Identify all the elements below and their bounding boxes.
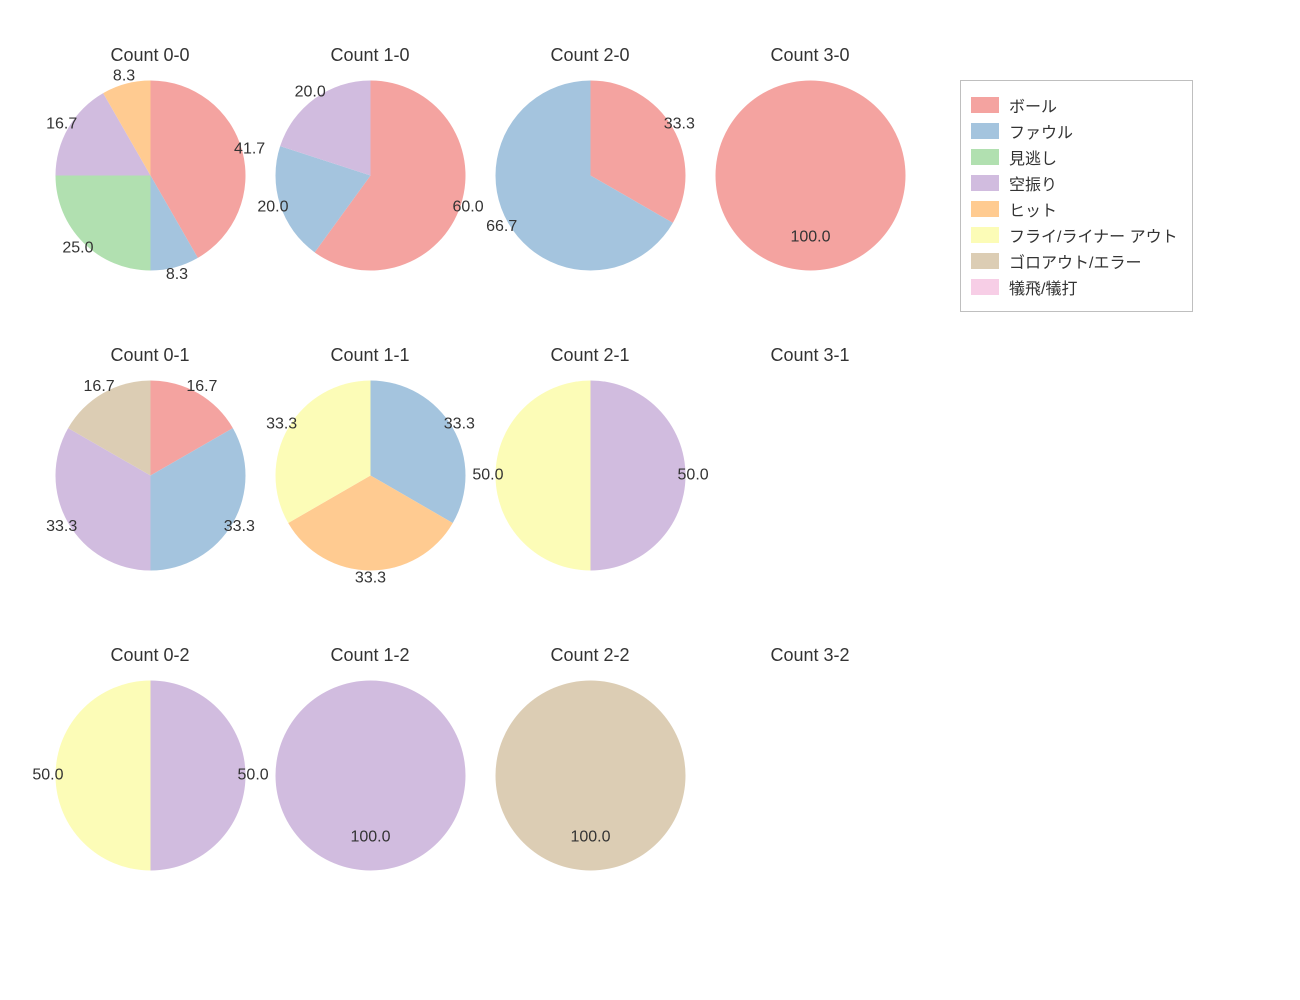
legend-label: フライ/ライナー アウト bbox=[1009, 223, 1178, 247]
legend-item: フライ/ライナー アウト bbox=[971, 223, 1178, 247]
slice-label: 8.3 bbox=[112, 67, 134, 84]
legend-label: ヒット bbox=[1009, 197, 1057, 221]
slice-label: 33.3 bbox=[46, 518, 77, 535]
slice-label: 20.0 bbox=[294, 83, 325, 100]
panel-title: Count 3-1 bbox=[770, 345, 849, 366]
legend-swatch bbox=[971, 279, 999, 295]
legend-label: ファウル bbox=[1009, 119, 1073, 143]
slice-label: 20.0 bbox=[257, 198, 288, 215]
slice-label: 8.3 bbox=[165, 265, 187, 282]
slice-label: 33.3 bbox=[266, 415, 297, 432]
slice-label: 66.7 bbox=[486, 218, 517, 235]
pie-slice bbox=[55, 680, 150, 870]
pie-slice bbox=[495, 380, 590, 570]
slice-label: 100.0 bbox=[350, 828, 390, 845]
legend-label: ボール bbox=[1009, 93, 1057, 117]
legend-item: ボール bbox=[971, 93, 1178, 117]
slice-label: 50.0 bbox=[472, 466, 503, 483]
slice-label: 100.0 bbox=[790, 228, 830, 245]
chart-grid: Count 0-041.78.325.016.78.3Count 1-060.0… bbox=[0, 0, 1300, 1000]
legend-swatch bbox=[971, 149, 999, 165]
slice-label: 50.0 bbox=[32, 766, 63, 783]
legend-item: ファウル bbox=[971, 119, 1178, 143]
legend-item: 犠飛/犠打 bbox=[971, 275, 1178, 299]
legend-label: ゴロアウト/エラー bbox=[1009, 249, 1141, 273]
slice-label: 100.0 bbox=[570, 828, 610, 845]
slice-label: 33.3 bbox=[354, 569, 385, 586]
slice-label: 16.7 bbox=[83, 377, 114, 394]
legend-item: ゴロアウト/エラー bbox=[971, 249, 1178, 273]
legend-swatch bbox=[971, 123, 999, 139]
legend-item: 空振り bbox=[971, 171, 1178, 195]
pie-chart: 100.0 bbox=[448, 633, 733, 918]
legend-swatch bbox=[971, 97, 999, 113]
legend-item: ヒット bbox=[971, 197, 1178, 221]
slice-label: 25.0 bbox=[62, 239, 93, 256]
pie-chart: 100.0 bbox=[668, 33, 953, 318]
legend-label: 見逃し bbox=[1009, 145, 1057, 169]
slice-label: 16.7 bbox=[46, 115, 77, 132]
pie-chart: 50.0 50.0 bbox=[448, 333, 733, 618]
slice-label: 16.7 bbox=[186, 377, 217, 394]
legend-swatch bbox=[971, 175, 999, 191]
legend-item: 見逃し bbox=[971, 145, 1178, 169]
pie-slice bbox=[590, 380, 685, 570]
legend: ボールファウル見逃し空振りヒットフライ/ライナー アウトゴロアウト/エラー犠飛/… bbox=[960, 80, 1193, 312]
legend-swatch bbox=[971, 201, 999, 217]
legend-label: 空振り bbox=[1009, 171, 1057, 195]
legend-swatch bbox=[971, 253, 999, 269]
slice-label: 50.0 bbox=[677, 466, 708, 483]
panel-title: Count 3-2 bbox=[770, 645, 849, 666]
legend-label: 犠飛/犠打 bbox=[1009, 275, 1077, 299]
legend-swatch bbox=[971, 227, 999, 243]
